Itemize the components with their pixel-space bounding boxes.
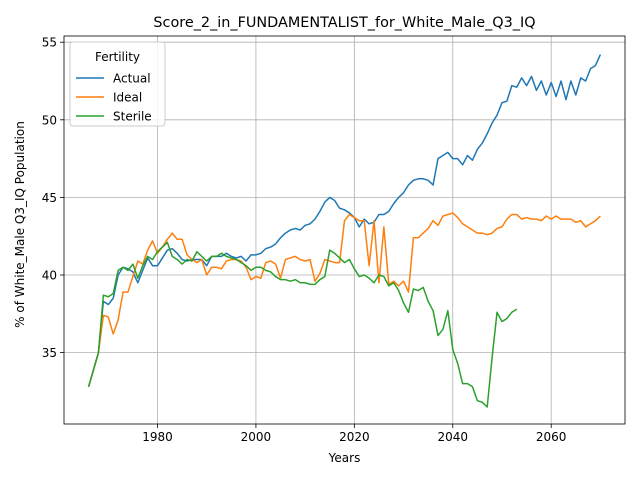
x-axis-label: Years bbox=[328, 451, 361, 465]
gridlines bbox=[64, 36, 625, 424]
y-tick-label: 40 bbox=[42, 269, 57, 283]
x-axis-ticks: 1980 2000 2020 2040 2060 bbox=[142, 424, 566, 444]
legend-title: Fertility bbox=[95, 50, 140, 64]
plot-frame bbox=[63, 35, 626, 425]
legend-label-sterile: Sterile bbox=[113, 110, 152, 124]
series-line-sterile bbox=[87, 241, 518, 408]
x-tick-label: 2000 bbox=[241, 430, 272, 444]
y-axis-label: % of White_Male Q3_IQ Population bbox=[13, 121, 27, 328]
series-line-actual bbox=[87, 54, 602, 387]
legend: Fertility Actual Ideal Sterile bbox=[69, 41, 166, 127]
legend-label-actual: Actual bbox=[113, 72, 151, 86]
x-tick-label: 1980 bbox=[142, 430, 173, 444]
series-lines bbox=[87, 54, 602, 408]
x-tick-label: 2060 bbox=[536, 430, 567, 444]
y-tick-label: 35 bbox=[42, 346, 57, 360]
y-tick-label: 50 bbox=[42, 113, 57, 127]
x-tick-label: 2040 bbox=[437, 430, 468, 444]
legend-label-ideal: Ideal bbox=[113, 91, 142, 105]
y-tick-label: 55 bbox=[42, 36, 57, 50]
chart-title: Score_2_in_FUNDAMENTALIST_for_White_Male… bbox=[153, 15, 535, 31]
legend-entries: Actual Ideal Sterile bbox=[76, 72, 152, 124]
y-axis-ticks: 35 40 45 50 55 bbox=[42, 36, 64, 360]
x-tick-label: 2020 bbox=[339, 430, 370, 444]
y-tick-label: 45 bbox=[42, 191, 57, 205]
legend-box bbox=[69, 41, 166, 127]
series-line-ideal bbox=[87, 212, 601, 387]
